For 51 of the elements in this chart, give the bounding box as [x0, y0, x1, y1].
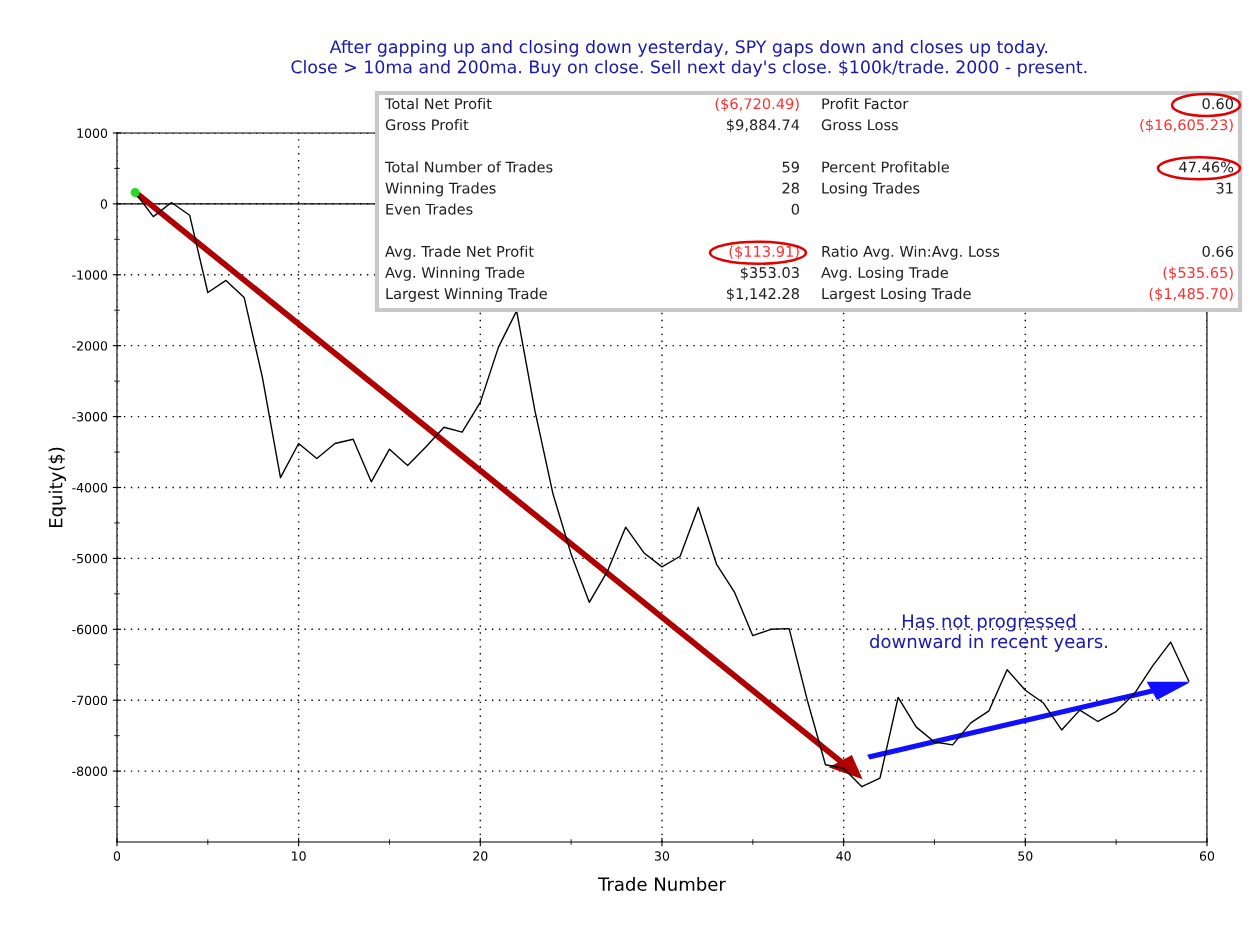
text: 0.60	[1202, 98, 1234, 110]
x-tick-label: 40	[836, 851, 851, 861]
annotation: Even Trades	[386, 203, 473, 215]
annotation: ($535.65)	[1163, 266, 1233, 280]
annotation: 59	[782, 161, 799, 173]
annotation: Percent Profitable	[822, 161, 949, 173]
annotation: Largest Winning Trade	[386, 287, 547, 302]
y-tick-label: 0	[100, 199, 108, 209]
annotation: Avg. Trade Net Profit	[385, 245, 534, 260]
text: $9,884.74	[726, 119, 800, 133]
y-tick-label: -4000	[72, 482, 108, 493]
annotation: Has not progressed downward in recent years.	[870, 613, 1107, 652]
annotation: Avg. Losing Trade	[821, 266, 948, 281]
annotation: 0.66	[1202, 245, 1234, 257]
x-tick-label: 0	[113, 851, 121, 861]
y-axis-title: Equity($)	[48, 447, 67, 528]
annotation: $353.03	[740, 266, 799, 280]
y-tick-label: 1000	[77, 128, 108, 138]
x-tick-label: 10	[292, 851, 306, 861]
x-tick-label: 20	[473, 851, 488, 861]
x-tick-label: 60	[1199, 851, 1215, 861]
y-tick-label: -2000	[72, 341, 108, 351]
annotation: 28	[782, 182, 799, 194]
annotation: Avg. Winning Trade	[385, 266, 525, 281]
annotation: Total Number of Trades	[384, 161, 553, 173]
x-tick-label: 50	[1018, 851, 1033, 861]
text: 31	[1216, 182, 1233, 194]
annotation: Ratio Avg. Win:Avg. Loss	[822, 245, 1000, 260]
annotation: Largest Losing Trade	[822, 287, 971, 302]
text: Profit Factor	[822, 97, 909, 110]
annotation: ($1,485.70)	[1149, 287, 1233, 302]
annotation: ($113.91)	[729, 245, 799, 259]
text: Gross Profit	[385, 119, 469, 131]
y-tick-label: -6000	[72, 624, 108, 635]
text: Total Net Profit	[384, 97, 492, 110]
annotation: 0	[791, 203, 800, 215]
y-tick-label: -8000	[72, 766, 108, 777]
annotation: 47.46%	[1179, 161, 1234, 173]
chart-title: After gapping up and closing down yesterday, SPY gaps down and closes up today. Close > 10ma and 200ma. Buy on close. Sell next day's close. $100k/trade. 2000 - present.	[291, 39, 1087, 77]
x-axis-title: Trade Number	[598, 877, 726, 891]
text: Gross Loss	[821, 119, 898, 131]
y-tick-label: -1000	[72, 270, 108, 280]
annotation: $1,142.28	[726, 287, 799, 302]
annotation: Winning Trades	[385, 182, 496, 197]
text: ($6,720.49)	[715, 97, 799, 112]
annotation: Losing Trades	[822, 182, 920, 197]
y-tick-label: -5000	[72, 553, 108, 564]
y-tick-label: -3000	[72, 412, 108, 422]
text: ($16,605.23)	[1140, 119, 1233, 133]
y-tick-label: -7000	[72, 695, 108, 706]
x-tick-label: 30	[654, 851, 670, 861]
